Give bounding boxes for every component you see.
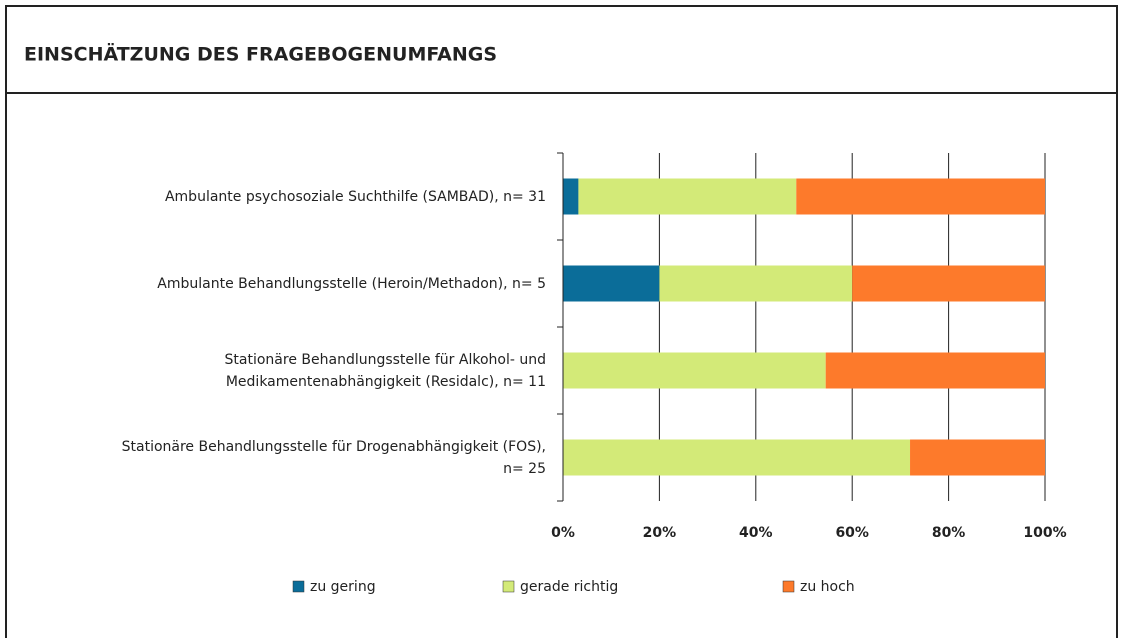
category-label: Stationäre Behandlungsstelle für Alkohol…: [224, 351, 546, 390]
bar-segment: [563, 352, 826, 389]
bar-segment: [563, 439, 911, 476]
x-tick-label: 0%: [551, 525, 575, 541]
bar-segment: [563, 265, 660, 302]
bar-segment: [796, 178, 1045, 215]
legend-label: zu hoch: [800, 579, 855, 595]
x-tick-label: 60%: [835, 525, 869, 541]
category-label: Ambulante Behandlungsstelle (Heroin/Meth…: [157, 275, 546, 292]
legend-label: gerade richtig: [520, 579, 618, 595]
x-tick-label: 80%: [932, 525, 966, 541]
bar-segment: [910, 439, 1045, 476]
bar-segment: [563, 178, 579, 215]
legend-swatch: [502, 580, 515, 593]
bar-segment: [578, 178, 797, 215]
x-tick-label: 100%: [1023, 525, 1066, 541]
bar-segment: [825, 352, 1045, 389]
bar-segment: [659, 265, 853, 302]
legend-label: zu gering: [310, 579, 376, 595]
x-tick-label: 40%: [739, 525, 773, 541]
frame: [5, 5, 1118, 638]
legend-swatch: [292, 580, 305, 593]
x-tick-label: 20%: [643, 525, 677, 541]
category-label: Ambulante psychosoziale Suchthilfe (SAMB…: [164, 188, 546, 205]
legend-swatch: [782, 580, 795, 593]
category-label: Stationäre Behandlungsstelle für Drogena…: [121, 438, 546, 477]
bar-segment: [852, 265, 1045, 302]
chart-title: EINSCHÄTZUNG DES FRAGEBOGENUMFANGS: [24, 42, 497, 66]
